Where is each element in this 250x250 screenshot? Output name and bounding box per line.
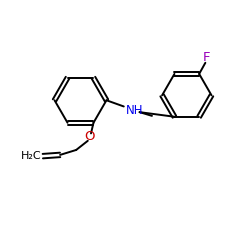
Text: F: F xyxy=(203,50,210,64)
Text: NH: NH xyxy=(126,104,143,118)
Text: H₂C: H₂C xyxy=(20,151,41,161)
Text: O: O xyxy=(84,130,95,143)
